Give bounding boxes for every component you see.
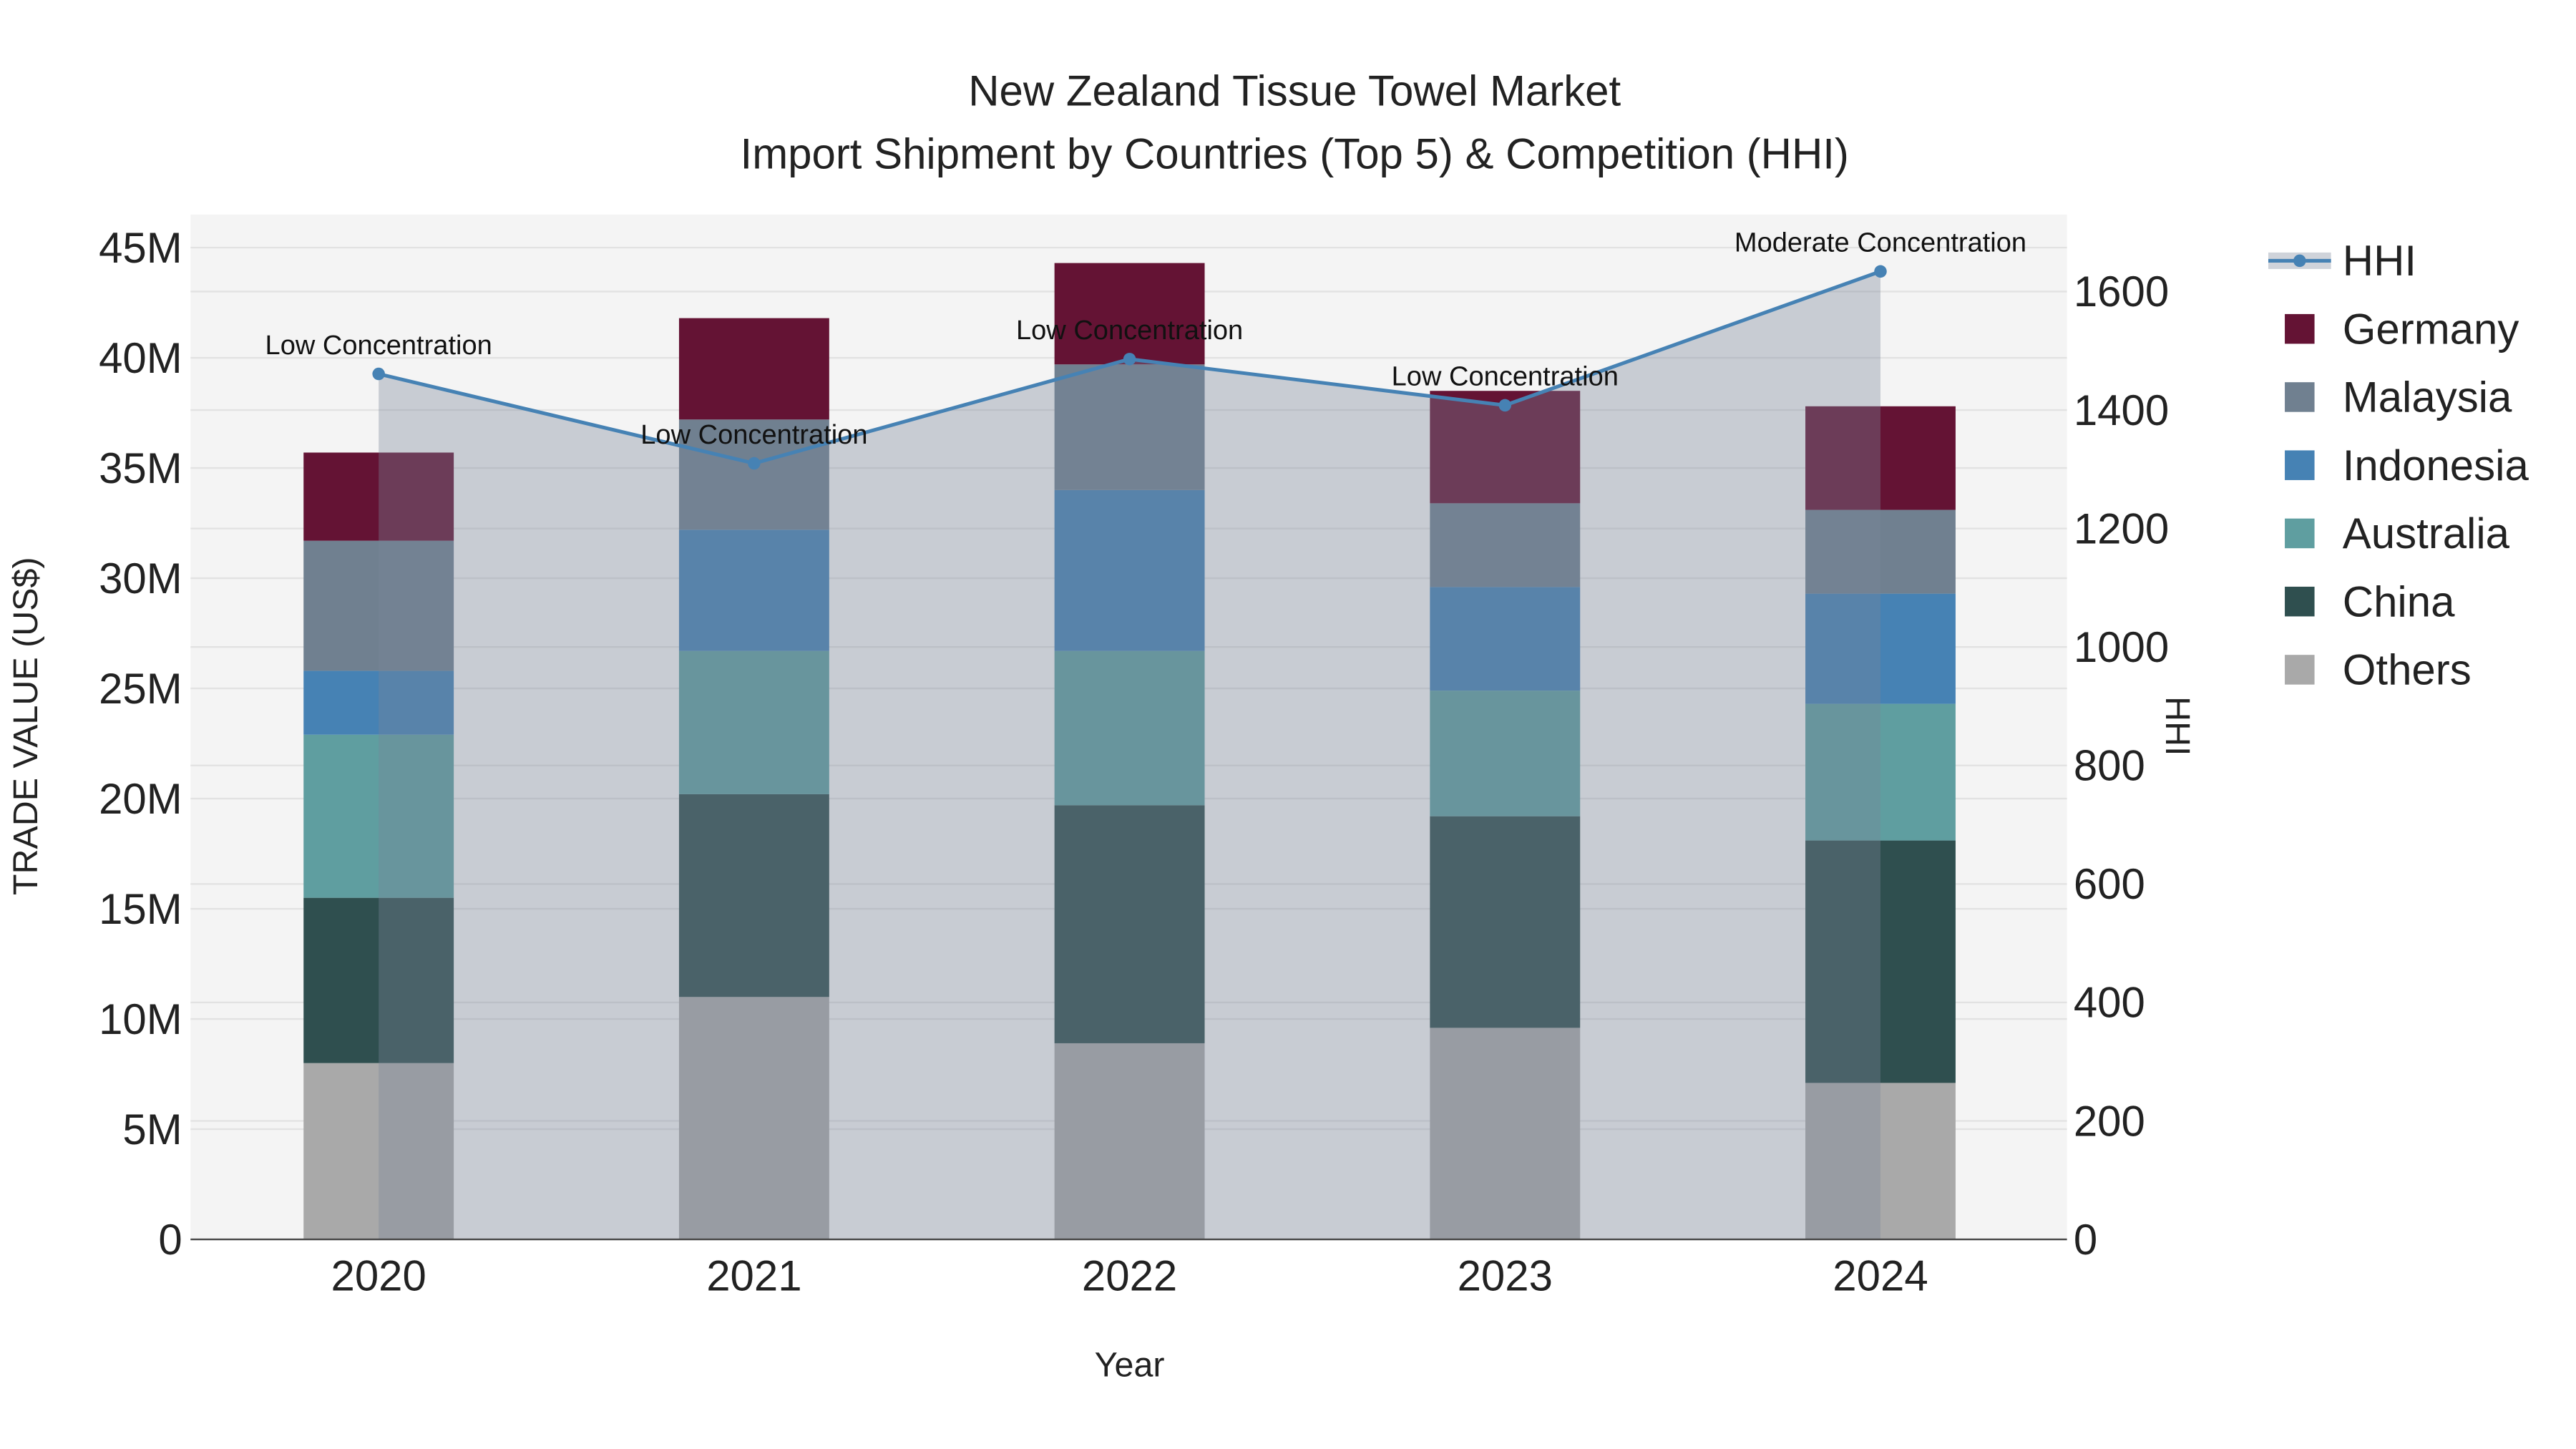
bar-germany-2020 (303, 452, 454, 541)
hhi-point (1874, 265, 1887, 278)
legend-item-indonesia[interactable]: Indonesia (2285, 441, 2529, 489)
bar-malaysia-2022 (1054, 364, 1205, 490)
legend-label: Indonesia (2343, 441, 2529, 489)
y-tick-label: 20M (99, 775, 182, 823)
bar-australia-2024 (1805, 703, 1956, 841)
hhi-annotation: Low Concentration (265, 331, 492, 361)
legend-swatch (2285, 313, 2315, 344)
hhi-point (1123, 353, 1136, 366)
y-tick-label: 10M (99, 995, 182, 1043)
legend-swatch (2285, 450, 2315, 480)
legend-swatch (2285, 655, 2315, 685)
legend-label: HHI (2343, 237, 2416, 285)
bar-australia-2020 (303, 734, 454, 898)
bar-others-2024 (1805, 1083, 1956, 1240)
bar-germany-2022 (1054, 263, 1205, 365)
bar-others-2023 (1430, 1028, 1581, 1240)
y-axis-label: TRADE VALUE (US$) (6, 557, 45, 895)
legend-item-china[interactable]: China (2285, 577, 2455, 625)
bar-others-2020 (303, 1063, 454, 1240)
bar-indonesia-2020 (303, 670, 454, 735)
y2-tick-label: 200 (2074, 1097, 2145, 1145)
bar-china-2020 (303, 897, 454, 1063)
y-tick-label: 40M (99, 334, 182, 382)
legend-label: Australia (2343, 509, 2510, 557)
y2-tick-label: 1400 (2074, 386, 2169, 434)
legend-swatch-marker (2293, 254, 2306, 268)
bar-malaysia-2021 (678, 419, 829, 530)
y2-tick-label: 1600 (2074, 268, 2169, 316)
y-tick-label: 5M (122, 1106, 182, 1153)
x-tick-label: 2021 (706, 1252, 801, 1300)
hhi-point (1498, 399, 1512, 412)
bar-malaysia-2020 (303, 540, 454, 671)
y-tick-label: 15M (99, 885, 182, 933)
y-tick-label: 25M (99, 665, 182, 713)
bar-malaysia-2023 (1430, 503, 1581, 587)
x-axis-ticks: 2020 2021 2022 2023 2024 (331, 1252, 1928, 1300)
bar-others-2022 (1054, 1043, 1205, 1240)
bar-china-2023 (1430, 816, 1581, 1028)
legend-label: Germany (2343, 305, 2519, 353)
bar-germany-2021 (678, 318, 829, 420)
x-tick-label: 2023 (1458, 1252, 1553, 1300)
x-tick-label: 2020 (331, 1252, 426, 1300)
legend: HHI Germany Malaysia Indonesia Australia Chin… (2268, 237, 2529, 694)
hhi-area (379, 271, 1880, 1240)
hhi-annotation: Low Concentration (1392, 362, 1619, 392)
x-tick-label: 2022 (1082, 1252, 1177, 1300)
bar-indonesia-2022 (1054, 489, 1205, 651)
hhi-annotation: Low Concentration (640, 420, 867, 450)
legend-label: Malaysia (2343, 374, 2512, 421)
bar-malaysia-2024 (1805, 509, 1956, 594)
bar-australia-2022 (1054, 650, 1205, 806)
y2-tick-label: 800 (2074, 742, 2145, 790)
hhi-annotation: Low Concentration (1016, 316, 1243, 346)
bar-australia-2023 (1430, 691, 1581, 816)
y2-axis-ticks: 0 200 400 600 800 1000 1200 1400 1600 (2074, 268, 2169, 1264)
bar-australia-2021 (678, 650, 829, 794)
y-tick-label: 0 (158, 1216, 182, 1264)
chart-subtitle: Import Shipment by Countries (Top 5) & C… (741, 130, 1849, 177)
y-tick-label: 45M (99, 224, 182, 272)
bar-indonesia-2024 (1805, 593, 1956, 704)
hhi-point (748, 457, 761, 470)
bar-china-2022 (1054, 805, 1205, 1043)
y2-tick-label: 600 (2074, 860, 2145, 908)
hhi-point (372, 367, 385, 381)
legend-label: China (2343, 577, 2455, 625)
bar-china-2024 (1805, 840, 1956, 1083)
y2-axis-label: HHI (2158, 696, 2197, 756)
legend-swatch (2285, 518, 2315, 549)
x-tick-label: 2024 (1833, 1252, 1928, 1300)
bar-indonesia-2021 (678, 530, 829, 651)
legend-item-hhi[interactable]: HHI (2268, 237, 2416, 285)
x-axis-label: Year (1095, 1346, 1165, 1385)
legend-item-germany[interactable]: Germany (2285, 305, 2519, 353)
legend-swatch (2285, 382, 2315, 412)
bars (303, 263, 1956, 1240)
legend-item-australia[interactable]: Australia (2285, 509, 2510, 557)
legend-swatch (2285, 586, 2315, 617)
chart-title: New Zealand Tissue Towel Market (968, 67, 1621, 115)
y-axis-ticks: 0 5M 10M 15M 20M 25M 30M 35M 40M 45M (99, 224, 182, 1264)
hhi-series: Low Concentration Low Concentration Low Co… (265, 228, 2026, 1240)
y2-tick-label: 1000 (2074, 623, 2169, 671)
legend-item-others[interactable]: Others (2285, 646, 2472, 694)
legend-label: Others (2343, 646, 2472, 694)
y-tick-label: 30M (99, 555, 182, 602)
y-tick-label: 35M (99, 444, 182, 492)
bar-indonesia-2023 (1430, 587, 1581, 691)
y2-tick-label: 400 (2074, 979, 2145, 1027)
y2-tick-label: 1200 (2074, 504, 2169, 552)
hhi-annotation: Moderate Concentration (1735, 228, 2026, 258)
bar-others-2021 (678, 997, 829, 1240)
legend-item-malaysia[interactable]: Malaysia (2285, 374, 2512, 421)
bar-germany-2024 (1805, 406, 1956, 510)
y2-tick-label: 0 (2074, 1216, 2097, 1264)
bar-china-2021 (678, 794, 829, 997)
